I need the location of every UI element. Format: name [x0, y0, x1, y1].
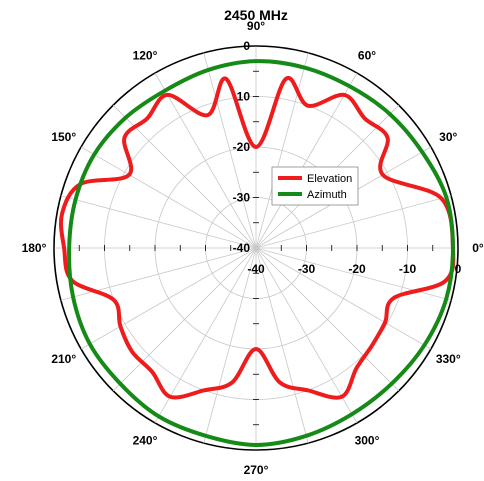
- angle-label: 330°: [436, 352, 461, 366]
- radial-label-vertical: -20: [233, 140, 251, 154]
- angular-labels: 0° 30° 60° 90° 120° 150° 180° 210° 240° 270° 300° 3…: [22, 19, 484, 477]
- angle-label: 300°: [355, 433, 380, 447]
- angle-label: 180°: [22, 241, 47, 255]
- grid-spoke: [80, 247, 257, 350]
- radial-label-horizontal: 0: [455, 262, 462, 276]
- angle-label: 90°: [247, 19, 265, 33]
- grid-spoke: [112, 247, 257, 392]
- grid-spoke: [60, 247, 257, 301]
- angle-label: 270°: [244, 463, 269, 477]
- grid-spoke: [255, 72, 358, 249]
- radial-tick-marks: [53, 45, 459, 451]
- series-line-elevation: [58, 75, 456, 400]
- radial-label-vertical: -30: [233, 191, 251, 205]
- legend-label-elevation: Elevation: [307, 173, 352, 185]
- radial-label-vertical: -40: [233, 241, 251, 255]
- radial-label-horizontal: -20: [348, 262, 366, 276]
- chart-title: 2450 MHz: [224, 7, 288, 23]
- legend-label-azimuth: Azimuth: [307, 189, 347, 201]
- angle-label: 210°: [51, 352, 76, 366]
- angle-label: 150°: [51, 130, 76, 144]
- series-layer: [58, 59, 456, 447]
- grid-spoke: [154, 247, 257, 424]
- radial-label-horizontal: -40: [247, 262, 265, 276]
- grid-spoke: [255, 195, 452, 249]
- grid-spoke: [255, 247, 432, 350]
- grid-spoke: [80, 146, 257, 249]
- grid-spoke: [255, 52, 309, 249]
- grid-spoke: [154, 72, 257, 249]
- grid-spoke: [255, 247, 309, 444]
- radial-label-vertical: 0: [243, 39, 250, 53]
- grid-spoke: [60, 195, 257, 249]
- grid-spoke: [203, 247, 257, 444]
- legend: Elevation Azimuth: [271, 166, 359, 206]
- polar-grid: [53, 45, 459, 451]
- angle-label: 0°: [472, 241, 484, 255]
- angle-label: 240°: [133, 433, 158, 447]
- grid-spoke: [255, 247, 400, 392]
- grid-spoke: [112, 104, 257, 249]
- radial-label-horizontal: -10: [399, 262, 417, 276]
- angle-label: 120°: [133, 49, 158, 63]
- angle-label: 60°: [358, 49, 376, 63]
- grid-spoke: [203, 52, 257, 249]
- legend-box: [271, 166, 359, 206]
- series-line-azimuth: [67, 59, 455, 447]
- radial-label-horizontal: -30: [298, 262, 316, 276]
- grid-spoke: [255, 247, 358, 424]
- angle-label: 30°: [439, 130, 457, 144]
